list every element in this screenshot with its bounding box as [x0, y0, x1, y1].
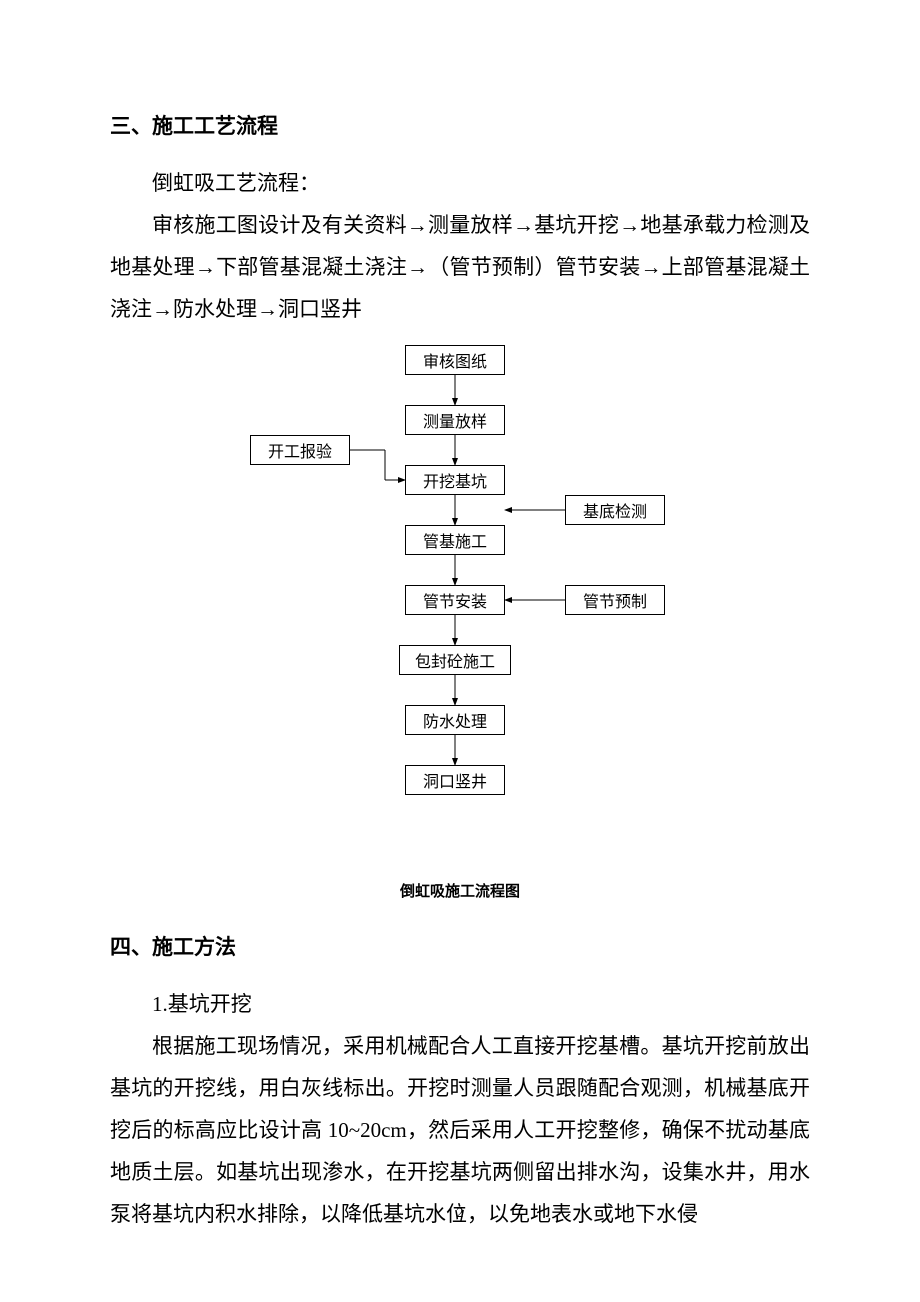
flow-node-n8: 洞口竖井 [405, 765, 505, 795]
flow-node-n3: 开挖基坑 [405, 465, 505, 495]
flow-node-side1: 开工报验 [250, 435, 350, 465]
flow-node-n4: 管基施工 [405, 525, 505, 555]
section4-sub1: 1.基坑开挖 [110, 983, 810, 1025]
flow-node-n6: 包封砼施工 [399, 645, 511, 675]
flow-node-side3: 管节预制 [565, 585, 665, 615]
flowchart: 审核图纸测量放样开挖基坑管基施工管节安装包封砼施工防水处理洞口竖井 开工报验基底检… [210, 345, 710, 875]
section4-title: 四、施工方法 [110, 931, 810, 961]
flow-node-side2: 基底检测 [565, 495, 665, 525]
section3-title: 三、施工工艺流程 [110, 110, 810, 140]
flow-node-n5: 管节安装 [405, 585, 505, 615]
section4-para1: 根据施工现场情况，采用机械配合人工直接开挖基槽。基坑开挖前放出基坑的开挖线，用白… [110, 1025, 810, 1235]
section3-process: 审核施工图设计及有关资料→测量放样→基坑开挖→地基承载力检测及地基处理→下部管基… [110, 204, 810, 330]
flow-node-n2: 测量放样 [405, 405, 505, 435]
flowchart-container: 审核图纸测量放样开挖基坑管基施工管节安装包封砼施工防水处理洞口竖井 开工报验基底检… [110, 345, 810, 901]
flowchart-caption: 倒虹吸施工流程图 [400, 880, 520, 901]
flow-node-n1: 审核图纸 [405, 345, 505, 375]
page-number: 2 [0, 1206, 920, 1222]
section3-intro: 倒虹吸工艺流程： [110, 162, 810, 204]
flow-node-n7: 防水处理 [405, 705, 505, 735]
